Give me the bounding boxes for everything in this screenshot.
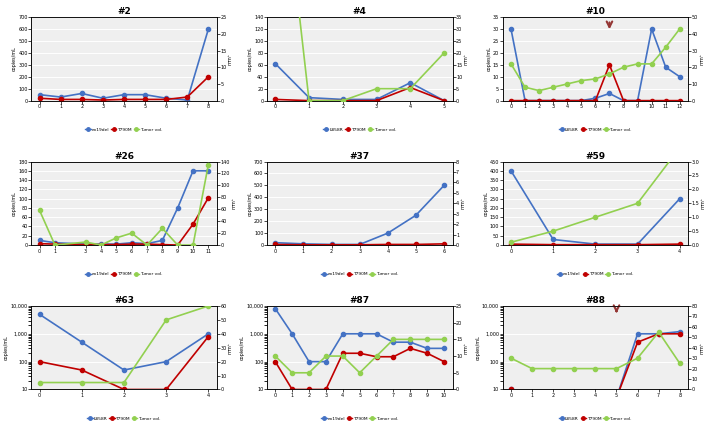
Y-axis label: copies/mL: copies/mL — [486, 46, 491, 71]
Title: #10: #10 — [586, 7, 606, 16]
Title: #26: #26 — [114, 152, 134, 161]
Y-axis label: mm³: mm³ — [461, 197, 466, 209]
Title: #2: #2 — [117, 7, 131, 16]
Y-axis label: copies/mL: copies/mL — [240, 335, 245, 360]
Legend: ex19del, T790M, Tumor vol.: ex19del, T790M, Tumor vol. — [555, 270, 635, 278]
Y-axis label: mm³: mm³ — [699, 342, 704, 354]
Legend: ex19del, T790M, Tumor vol.: ex19del, T790M, Tumor vol. — [84, 270, 164, 278]
Legend: L858R, T790M, Tumor vol.: L858R, T790M, Tumor vol. — [557, 126, 634, 134]
Y-axis label: copies/mL: copies/mL — [248, 46, 253, 71]
Y-axis label: mm³: mm³ — [228, 53, 233, 65]
Title: #59: #59 — [585, 152, 606, 161]
Legend: ex19del, T790M, Tumor vol.: ex19del, T790M, Tumor vol. — [320, 415, 400, 422]
Y-axis label: mm³: mm³ — [464, 53, 469, 65]
Title: #63: #63 — [114, 296, 134, 305]
Legend: L858R, T790M, Tumor vol.: L858R, T790M, Tumor vol. — [86, 415, 163, 422]
Title: #4: #4 — [353, 7, 366, 16]
Y-axis label: copies/mL: copies/mL — [476, 335, 481, 360]
Y-axis label: mm³: mm³ — [699, 53, 704, 65]
Y-axis label: copies/mL: copies/mL — [484, 191, 488, 216]
Y-axis label: mm³: mm³ — [231, 197, 236, 209]
Title: #88: #88 — [585, 296, 606, 305]
Y-axis label: mm³: mm³ — [701, 197, 706, 209]
Y-axis label: mm³: mm³ — [228, 342, 233, 354]
Y-axis label: copies/mL: copies/mL — [12, 46, 17, 71]
Y-axis label: copies/mL: copies/mL — [4, 335, 9, 360]
Y-axis label: copies/mL: copies/mL — [248, 191, 253, 216]
Y-axis label: mm³: mm³ — [464, 342, 469, 354]
Legend: L858R, T790M, Tumor vol.: L858R, T790M, Tumor vol. — [557, 415, 634, 422]
Y-axis label: copies/mL: copies/mL — [12, 191, 17, 216]
Legend: ex19del, T790M, Tumor vol.: ex19del, T790M, Tumor vol. — [84, 126, 164, 134]
Legend: L858R, T790M, Tumor vol.: L858R, T790M, Tumor vol. — [322, 126, 398, 134]
Title: #37: #37 — [349, 152, 370, 161]
Legend: ex19del, T790M, Tumor vol.: ex19del, T790M, Tumor vol. — [320, 270, 400, 278]
Title: #87: #87 — [349, 296, 370, 305]
